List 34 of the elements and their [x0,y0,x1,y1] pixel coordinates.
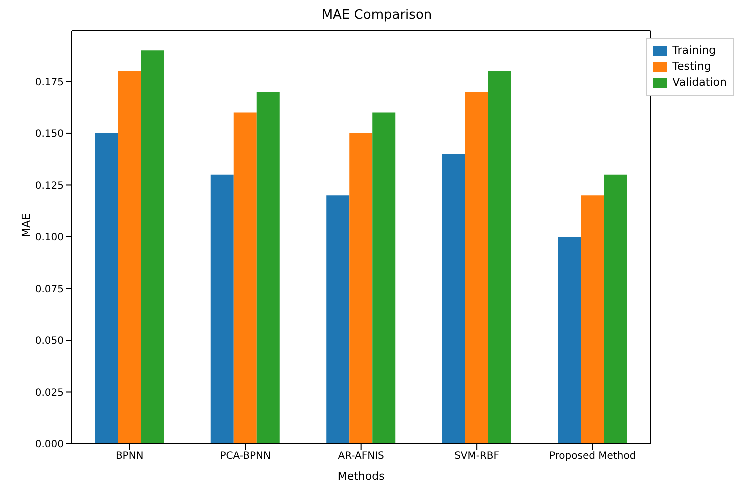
bar [488,71,512,444]
bar [350,133,373,444]
x-tick-label: Proposed Method [549,451,636,462]
x-tick-label: PCA-BPNN [220,451,271,462]
x-tick-label: AR-AFNIS [338,451,384,462]
bar [581,196,604,444]
y-tick-label: 0.175 [35,77,64,88]
y-tick-label: 0.025 [35,388,64,399]
bar [372,112,396,444]
bar [210,174,234,444]
bar [234,112,257,444]
bar [465,92,488,444]
bar [558,236,582,444]
bar [95,133,118,444]
bar [256,92,280,444]
bar [442,154,466,444]
y-tick-label: 0.150 [35,129,64,140]
bar [326,196,350,444]
x-tick-label: BPNN [116,451,144,462]
bar [141,50,164,444]
y-tick-label: 0.100 [35,232,64,244]
x-tick-label: SVM-RBF [454,451,500,462]
chart-title: MAE Comparison [320,8,434,23]
legend-label: Testing [672,59,712,75]
y-tick-label: 0.000 [35,440,64,451]
bar [118,71,142,444]
bar [604,174,628,444]
legend-label: Validation [672,75,727,91]
y-tick-label: 0.075 [35,284,64,296]
x-axis-title: Methods [338,470,386,483]
y-tick-label: 0.125 [35,180,64,192]
y-tick-label: 0.050 [35,336,64,348]
y-axis-title: MAE [20,213,33,238]
legend-label: Training [672,43,716,59]
